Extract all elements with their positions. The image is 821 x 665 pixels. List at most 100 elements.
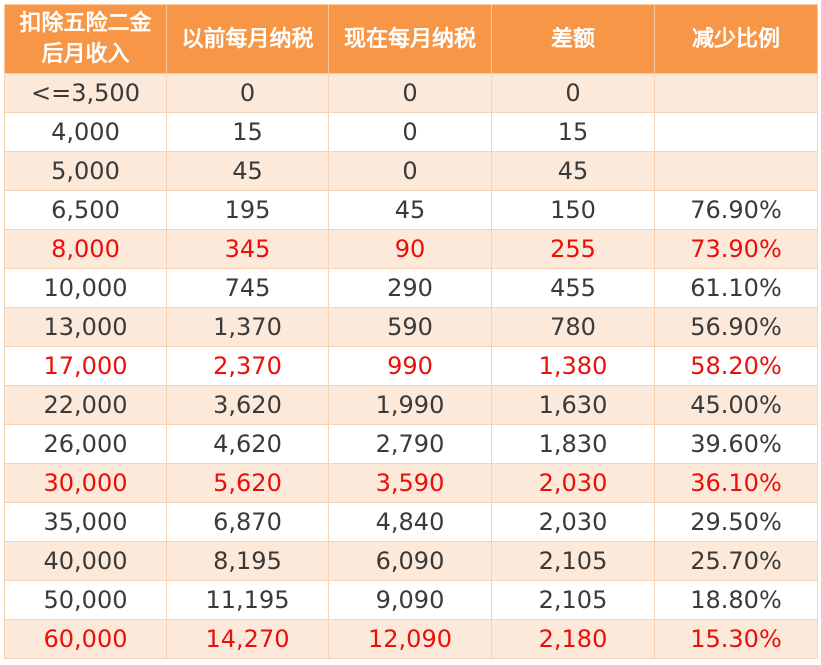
table-row: 50,000 11,195 9,090 2,105 18.80% bbox=[4, 580, 818, 620]
table-body: <=3,500 0 0 0 4,000 15 0 15 5,000 45 0 45 6,500 195 45… bbox=[4, 73, 818, 659]
reduction-ratio-cell bbox=[654, 151, 818, 191]
difference-cell: 2,030 bbox=[491, 502, 655, 542]
current-tax-cell: 9,090 bbox=[328, 580, 492, 620]
difference-cell: 780 bbox=[491, 307, 655, 347]
table-row: 22,000 3,620 1,990 1,630 45.00% bbox=[4, 385, 818, 425]
header-line: 差额 bbox=[550, 26, 595, 52]
table-header: 扣除五险二金 后月收入 以前每月纳税 现在每月纳税 差额 减少比例 bbox=[4, 4, 818, 74]
difference-cell: 45 bbox=[491, 151, 655, 191]
previous-tax-cell: 1,370 bbox=[166, 307, 329, 347]
previous-tax-cell: 2,370 bbox=[166, 346, 329, 386]
reduction-ratio-cell: 58.20% bbox=[654, 346, 818, 386]
table-row: 13,000 1,370 590 780 56.90% bbox=[4, 307, 818, 347]
reduction-ratio-cell: 15.30% bbox=[654, 619, 818, 659]
current-tax-cell: 4,840 bbox=[328, 502, 492, 542]
previous-tax-cell: 5,620 bbox=[166, 463, 329, 503]
income-cell: 40,000 bbox=[4, 541, 167, 581]
income-cell: 5,000 bbox=[4, 151, 167, 191]
difference-cell: 2,105 bbox=[491, 541, 655, 581]
income-cell: 35,000 bbox=[4, 502, 167, 542]
previous-tax-cell: 345 bbox=[166, 229, 329, 269]
previous-tax-cell: 6,870 bbox=[166, 502, 329, 542]
current-tax-cell: 290 bbox=[328, 268, 492, 308]
previous-tax-cell: 11,195 bbox=[166, 580, 329, 620]
current-tax-cell: 2,790 bbox=[328, 424, 492, 464]
reduction-ratio-cell: 73.90% bbox=[654, 229, 818, 269]
header-line: 扣除五险二金 bbox=[19, 11, 152, 36]
header-current-monthly-tax: 现在每月纳税 bbox=[328, 4, 492, 74]
tax-comparison-table: 扣除五险二金 后月收入 以前每月纳税 现在每月纳税 差额 减少比例 <=3,50… bbox=[4, 4, 818, 659]
income-cell: 60,000 bbox=[4, 619, 167, 659]
table-row: 6,500 195 45 150 76.90% bbox=[4, 190, 818, 230]
reduction-ratio-cell bbox=[654, 112, 818, 152]
previous-tax-cell: 45 bbox=[166, 151, 329, 191]
income-cell: 26,000 bbox=[4, 424, 167, 464]
income-cell: 6,500 bbox=[4, 190, 167, 230]
table-row: 26,000 4,620 2,790 1,830 39.60% bbox=[4, 424, 818, 464]
income-cell: 10,000 bbox=[4, 268, 167, 308]
previous-tax-cell: 14,270 bbox=[166, 619, 329, 659]
difference-cell: 455 bbox=[491, 268, 655, 308]
current-tax-cell: 990 bbox=[328, 346, 492, 386]
difference-cell: 1,630 bbox=[491, 385, 655, 425]
previous-tax-cell: 3,620 bbox=[166, 385, 329, 425]
current-tax-cell: 90 bbox=[328, 229, 492, 269]
header-difference: 差额 bbox=[491, 4, 655, 74]
difference-cell: 255 bbox=[491, 229, 655, 269]
header-previous-monthly-tax: 以前每月纳税 bbox=[166, 4, 329, 74]
reduction-ratio-cell: 61.10% bbox=[654, 268, 818, 308]
reduction-ratio-cell: 45.00% bbox=[654, 385, 818, 425]
difference-cell: 150 bbox=[491, 190, 655, 230]
difference-cell: 2,180 bbox=[491, 619, 655, 659]
income-cell: 17,000 bbox=[4, 346, 167, 386]
table-row-highlighted: 17,000 2,370 990 1,380 58.20% bbox=[4, 346, 818, 386]
reduction-ratio-cell: 76.90% bbox=[654, 190, 818, 230]
current-tax-cell: 6,090 bbox=[328, 541, 492, 581]
previous-tax-cell: 195 bbox=[166, 190, 329, 230]
previous-tax-cell: 0 bbox=[166, 73, 329, 113]
reduction-ratio-cell bbox=[654, 73, 818, 113]
table-row-highlighted: 8,000 345 90 255 73.90% bbox=[4, 229, 818, 269]
header-line: 现在每月纳税 bbox=[343, 26, 476, 52]
header-line: 以前每月纳税 bbox=[181, 26, 314, 52]
income-cell: 22,000 bbox=[4, 385, 167, 425]
table-row-highlighted: 60,000 14,270 12,090 2,180 15.30% bbox=[4, 619, 818, 659]
header-reduction-ratio: 减少比例 bbox=[654, 4, 818, 74]
table-row: 10,000 745 290 455 61.10% bbox=[4, 268, 818, 308]
income-cell: 8,000 bbox=[4, 229, 167, 269]
reduction-ratio-cell: 25.70% bbox=[654, 541, 818, 581]
current-tax-cell: 0 bbox=[328, 112, 492, 152]
reduction-ratio-cell: 18.80% bbox=[654, 580, 818, 620]
reduction-ratio-cell: 56.90% bbox=[654, 307, 818, 347]
header-line: 减少比例 bbox=[691, 26, 780, 52]
table-row: 4,000 15 0 15 bbox=[4, 112, 818, 152]
previous-tax-cell: 15 bbox=[166, 112, 329, 152]
previous-tax-cell: 8,195 bbox=[166, 541, 329, 581]
table-row: 40,000 8,195 6,090 2,105 25.70% bbox=[4, 541, 818, 581]
table-row-highlighted: 30,000 5,620 3,590 2,030 36.10% bbox=[4, 463, 818, 503]
difference-cell: 2,105 bbox=[491, 580, 655, 620]
difference-cell: 0 bbox=[491, 73, 655, 113]
previous-tax-cell: 745 bbox=[166, 268, 329, 308]
difference-cell: 2,030 bbox=[491, 463, 655, 503]
current-tax-cell: 12,090 bbox=[328, 619, 492, 659]
current-tax-cell: 0 bbox=[328, 73, 492, 113]
reduction-ratio-cell: 39.60% bbox=[654, 424, 818, 464]
header-line: 后月收入 bbox=[41, 42, 130, 67]
header-income-after-insurance: 扣除五险二金 后月收入 bbox=[4, 4, 167, 74]
income-cell: 13,000 bbox=[4, 307, 167, 347]
income-cell: <=3,500 bbox=[4, 73, 167, 113]
income-cell: 30,000 bbox=[4, 463, 167, 503]
income-cell: 4,000 bbox=[4, 112, 167, 152]
difference-cell: 1,830 bbox=[491, 424, 655, 464]
previous-tax-cell: 4,620 bbox=[166, 424, 329, 464]
table-row: <=3,500 0 0 0 bbox=[4, 73, 818, 113]
current-tax-cell: 3,590 bbox=[328, 463, 492, 503]
reduction-ratio-cell: 36.10% bbox=[654, 463, 818, 503]
table-row: 35,000 6,870 4,840 2,030 29.50% bbox=[4, 502, 818, 542]
difference-cell: 15 bbox=[491, 112, 655, 152]
reduction-ratio-cell: 29.50% bbox=[654, 502, 818, 542]
current-tax-cell: 0 bbox=[328, 151, 492, 191]
current-tax-cell: 45 bbox=[328, 190, 492, 230]
difference-cell: 1,380 bbox=[491, 346, 655, 386]
